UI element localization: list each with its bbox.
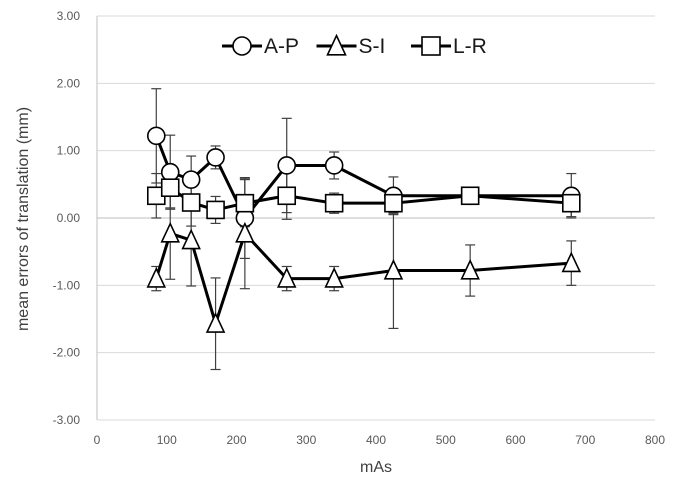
y-tick-label: -2.00 [53,346,81,360]
legend-label: L-R [453,35,487,58]
legend-marker [326,33,347,56]
legend-item-a-p: A-P [222,35,299,58]
marker-s-i [160,221,180,243]
marker-s-i [561,251,582,273]
y-tick-label: 3.00 [57,9,81,23]
legend-label: A-P [264,35,299,58]
marker-s-i [460,258,480,280]
marker-a-p [181,170,201,189]
marker-s-i [181,228,201,250]
marker-s-i [146,266,167,288]
marker-s-i [205,312,226,333]
marker-s-i [276,266,297,288]
marker-s-i [235,221,255,243]
x-axis-title: mAs [360,459,392,476]
marker-a-p [277,156,297,175]
x-tick-label: 300 [296,433,316,447]
legend-label: S-I [359,35,386,58]
series-line-s-i [154,231,572,326]
legend-marker [232,36,252,56]
data-markers [146,126,582,333]
y-tick-label: 2.00 [57,76,81,90]
y-axis-title: mean errors of translation (mm) [15,107,32,331]
y-tick-label: 0.00 [57,211,81,225]
marker-l-r [206,200,225,220]
marker-l-r [160,178,180,197]
series-line-a-p [154,135,572,220]
y-tick-label: -1.00 [53,278,81,292]
marker-a-p [160,162,180,182]
x-tick-label: 600 [505,433,525,447]
y-tick-label: -3.00 [53,413,81,427]
y-tick-label: 1.00 [57,144,81,158]
x-tick-label: 200 [226,433,246,447]
legend: A-P S-I L-R [222,33,487,58]
legend-item-s-i: S-I [316,33,386,58]
x-tick-label: 800 [645,433,665,447]
marker-s-i [324,266,344,288]
axes: 3.00 2.00 1.00 0.00 -1.00 -2.00 -3.00 0 100 200 30… [53,9,666,447]
marker-l-r [460,186,480,206]
marker-l-r [384,193,403,213]
marker-a-p [324,156,344,175]
legend-marker [421,36,441,56]
x-tick-label: 100 [157,433,177,447]
legend-item-l-r: L-R [411,35,487,58]
marker-l-r [235,193,255,213]
marker-s-i [383,258,404,280]
marker-a-p [206,148,225,167]
x-tick-label: 500 [436,433,456,447]
marker-l-r [277,186,297,206]
marker-l-r [181,193,201,212]
marker-a-p [146,126,166,146]
x-tick-label: 0 [94,433,101,447]
series-line-l-r [155,186,572,212]
marker-l-r [561,193,581,213]
series-lines [154,135,572,326]
x-tick-label: 700 [575,433,595,447]
marker-l-r [324,193,344,213]
x-tick-label: 400 [366,433,386,447]
